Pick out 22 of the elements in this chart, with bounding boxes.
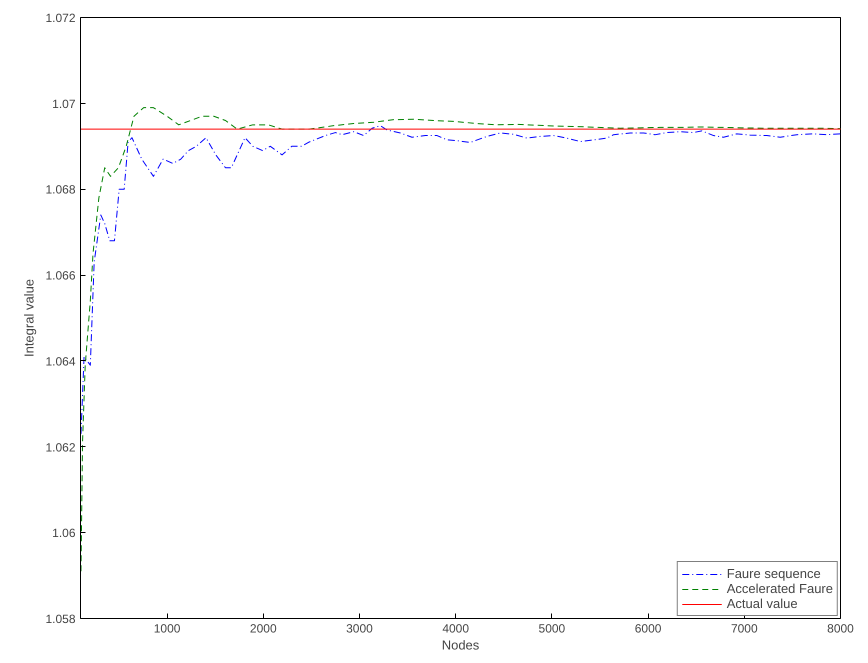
y-tick-label: 1.066 bbox=[45, 268, 76, 283]
x-tick-label: 3000 bbox=[346, 622, 374, 636]
x-tick-label: 7000 bbox=[730, 622, 758, 636]
legend-label: Actual value bbox=[726, 596, 798, 611]
x-tick-label: 1000 bbox=[154, 622, 181, 636]
legend-label: Accelerated Faure bbox=[726, 581, 833, 596]
y-tick-label: 1.068 bbox=[45, 182, 76, 197]
x-tick-label: 4000 bbox=[442, 622, 470, 636]
y-axis-title: Integral value bbox=[21, 278, 36, 358]
x-axis-title: Nodes bbox=[442, 638, 480, 652]
y-tick-label: 1.064 bbox=[45, 354, 76, 368]
y-tick-label: 1.072 bbox=[45, 11, 76, 25]
line-series bbox=[80, 125, 840, 434]
x-tick-label: 8000 bbox=[827, 622, 854, 636]
legend-label: Faure sequence bbox=[726, 566, 821, 581]
x-tick-label: 6000 bbox=[634, 622, 662, 636]
x-tick-label: 2000 bbox=[250, 622, 277, 636]
x-tick-label: 5000 bbox=[538, 622, 566, 636]
y-tick-label: 1.07 bbox=[52, 96, 76, 111]
y-tick-label: 1.062 bbox=[45, 440, 76, 454]
y-tick-label: 1.058 bbox=[45, 612, 76, 626]
y-tick-label: 1.06 bbox=[52, 526, 76, 540]
